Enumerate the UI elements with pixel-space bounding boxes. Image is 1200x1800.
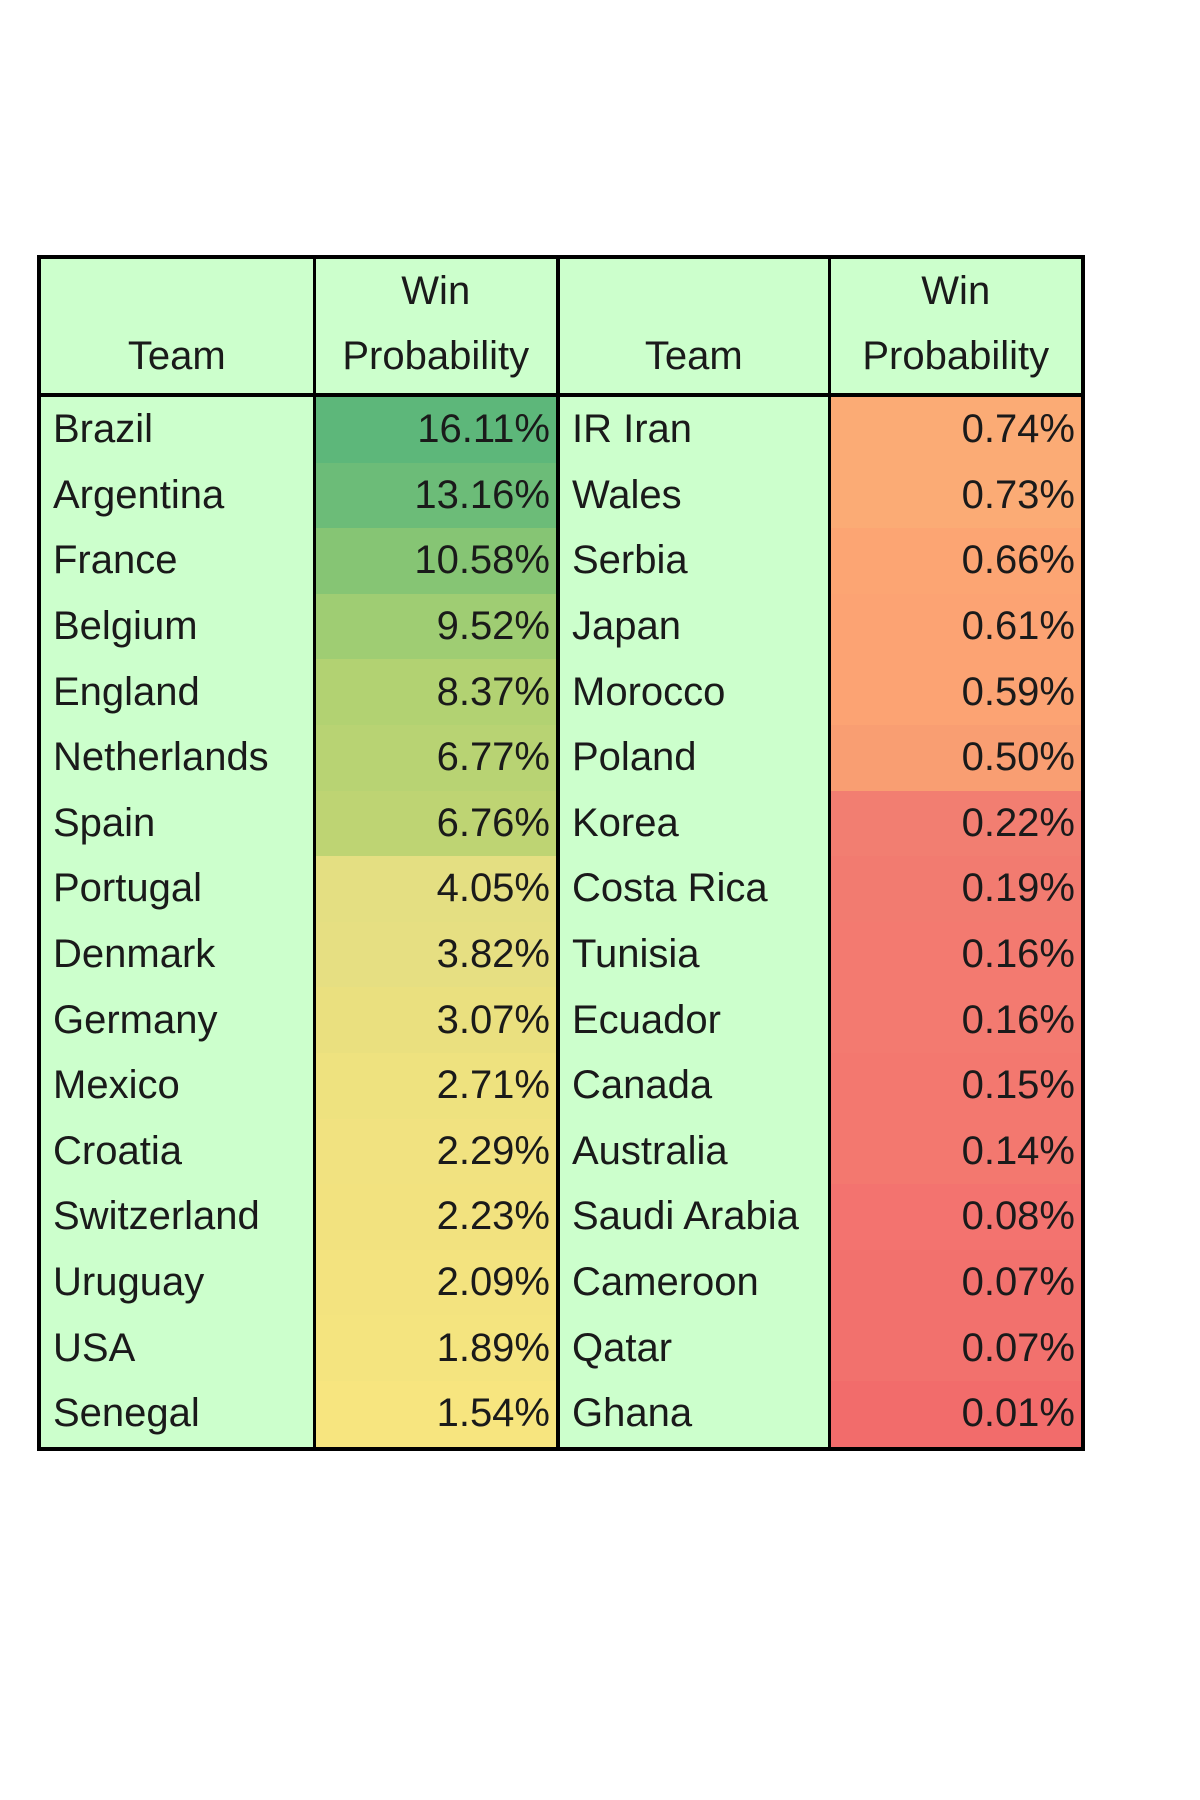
win-probability-left: 13.16% xyxy=(314,462,560,529)
win-probability-right: 0.16% xyxy=(829,921,1083,988)
win-probability-left: 2.71% xyxy=(314,1052,560,1119)
header-win-probability-left: Win Probability xyxy=(314,257,560,397)
win-probability-right: 0.01% xyxy=(829,1380,1083,1449)
table-row: Switzerland 2.23% Saudi Arabia 0.08% xyxy=(39,1184,1083,1250)
team-name-left: Denmark xyxy=(39,921,316,988)
team-name-left: Argentina xyxy=(39,462,316,529)
header-win-probability-left-line1: Win xyxy=(401,269,471,313)
win-probability-table: Team Win Probability Team Win Probability … xyxy=(37,255,1085,1451)
win-probability-left: 1.89% xyxy=(314,1315,560,1381)
header-team-right: Team xyxy=(558,257,831,397)
table-row: Croatia 2.29% Australia 0.14% xyxy=(39,1118,1083,1185)
header-win-probability-left-line2: Probability xyxy=(342,334,530,378)
win-probability-left: 6.77% xyxy=(314,724,560,791)
team-name-right: Morocco xyxy=(558,659,831,725)
win-probability-right: 0.50% xyxy=(829,724,1083,791)
header-team-right-label: Team xyxy=(644,334,743,378)
win-probability-right: 0.08% xyxy=(829,1184,1083,1250)
team-name-right: Costa Rica xyxy=(558,856,831,922)
win-probability-left: 3.82% xyxy=(314,921,560,988)
team-name-right: Cameroon xyxy=(558,1249,831,1316)
table-row: Spain 6.76% Korea 0.22% xyxy=(39,790,1083,857)
team-name-right: Tunisia xyxy=(558,921,831,988)
team-name-left: Senegal xyxy=(39,1380,316,1449)
win-probability-left: 8.37% xyxy=(314,659,560,725)
win-probability-left: 4.05% xyxy=(314,856,560,922)
table-row: Argentina 13.16% Wales 0.73% xyxy=(39,462,1083,529)
header-team-left: Team xyxy=(39,257,316,397)
win-probability-right: 0.15% xyxy=(829,1052,1083,1119)
team-name-right: Ecuador xyxy=(558,987,831,1053)
win-probability-right: 0.66% xyxy=(829,528,1083,594)
team-name-right: Australia xyxy=(558,1118,831,1185)
team-name-right: Saudi Arabia xyxy=(558,1184,831,1250)
win-probability-right: 0.74% xyxy=(829,395,1083,463)
table-row: Brazil 16.11% IR Iran 0.74% xyxy=(39,395,1083,463)
team-name-right: Ghana xyxy=(558,1380,831,1449)
win-probability-right: 0.07% xyxy=(829,1249,1083,1316)
team-name-left: England xyxy=(39,659,316,725)
table-row: USA 1.89% Qatar 0.07% xyxy=(39,1315,1083,1381)
table-row: Netherlands 6.77% Poland 0.50% xyxy=(39,724,1083,791)
team-name-right: IR Iran xyxy=(558,395,831,463)
table-body: Brazil 16.11% IR Iran 0.74% Argentina 13.16% W… xyxy=(39,395,1083,1449)
win-probability-right: 0.19% xyxy=(829,856,1083,922)
header-team-left-label: Team xyxy=(127,334,226,378)
win-probability-left: 16.11% xyxy=(314,395,560,463)
win-probability-left: 10.58% xyxy=(314,528,560,594)
win-probability-left: 3.07% xyxy=(314,987,560,1053)
table-row: Denmark 3.82% Tunisia 0.16% xyxy=(39,921,1083,988)
team-name-left: Mexico xyxy=(39,1052,316,1119)
win-probability-left: 2.23% xyxy=(314,1184,560,1250)
table-row: Portugal 4.05% Costa Rica 0.19% xyxy=(39,856,1083,922)
table-row: England 8.37% Morocco 0.59% xyxy=(39,659,1083,725)
team-name-right: Korea xyxy=(558,790,831,857)
table-row: Belgium 9.52% Japan 0.61% xyxy=(39,593,1083,660)
win-probability-right: 0.14% xyxy=(829,1118,1083,1185)
team-name-right: Poland xyxy=(558,724,831,791)
team-name-left: Uruguay xyxy=(39,1249,316,1316)
team-name-left: France xyxy=(39,528,316,594)
header-row: Team Win Probability Team Win Probability xyxy=(39,257,1083,397)
win-probability-left: 9.52% xyxy=(314,593,560,660)
header-win-probability-right-line2: Probability xyxy=(862,334,1050,378)
team-name-right: Serbia xyxy=(558,528,831,594)
header-win-probability-right: Win Probability xyxy=(829,257,1083,397)
team-name-left: Portugal xyxy=(39,856,316,922)
table-row: France 10.58% Serbia 0.66% xyxy=(39,528,1083,594)
win-probability-right: 0.07% xyxy=(829,1315,1083,1381)
win-probability-left: 1.54% xyxy=(314,1380,560,1449)
win-probability-right: 0.59% xyxy=(829,659,1083,725)
team-name-left: Germany xyxy=(39,987,316,1053)
win-probability-right: 0.22% xyxy=(829,790,1083,857)
team-name-left: Spain xyxy=(39,790,316,857)
win-probability-right: 0.61% xyxy=(829,593,1083,660)
team-name-right: Canada xyxy=(558,1052,831,1119)
team-name-left: USA xyxy=(39,1315,316,1381)
table-row: Senegal 1.54% Ghana 0.01% xyxy=(39,1380,1083,1449)
table-row: Mexico 2.71% Canada 0.15% xyxy=(39,1052,1083,1119)
team-name-left: Brazil xyxy=(39,395,316,463)
team-name-right: Wales xyxy=(558,462,831,529)
win-probability-left: 2.29% xyxy=(314,1118,560,1185)
team-name-left: Croatia xyxy=(39,1118,316,1185)
win-probability-left: 2.09% xyxy=(314,1249,560,1316)
win-probability-right: 0.16% xyxy=(829,987,1083,1053)
team-name-left: Belgium xyxy=(39,593,316,660)
table-row: Germany 3.07% Ecuador 0.16% xyxy=(39,987,1083,1053)
table-row: Uruguay 2.09% Cameroon 0.07% xyxy=(39,1249,1083,1316)
team-name-left: Netherlands xyxy=(39,724,316,791)
team-name-left: Switzerland xyxy=(39,1184,316,1250)
team-name-right: Japan xyxy=(558,593,831,660)
win-probability-right: 0.73% xyxy=(829,462,1083,529)
team-name-right: Qatar xyxy=(558,1315,831,1381)
header-win-probability-right-line1: Win xyxy=(921,269,991,313)
win-probability-left: 6.76% xyxy=(314,790,560,857)
